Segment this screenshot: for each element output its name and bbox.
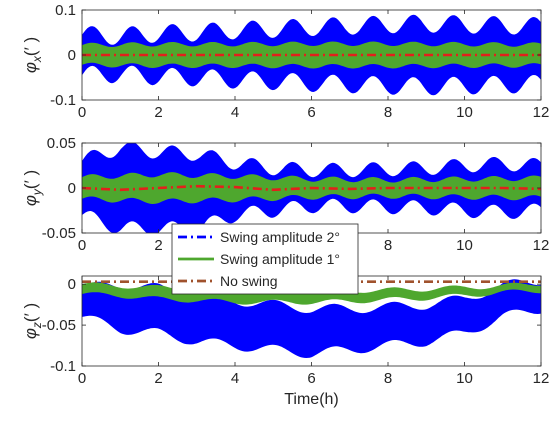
- y-label-symbol: φ: [21, 195, 40, 206]
- x-tick-label: 8: [384, 104, 392, 121]
- x-tick-label: 2: [154, 104, 162, 121]
- x-tick-label: 0: [78, 104, 86, 121]
- y-label-symbol: φ: [21, 328, 40, 339]
- x-tick-label: 12: [533, 237, 550, 254]
- x-tick-label: 12: [533, 104, 550, 121]
- x-tick-label: 0: [78, 237, 86, 254]
- legend-label-2: Swing amplitude 1°: [220, 251, 340, 267]
- y-label-subscript: z: [30, 322, 44, 329]
- y-axis-label: φy(′ ): [21, 170, 44, 206]
- y-label-subscript: x: [30, 55, 44, 63]
- x-tick-label: 8: [384, 370, 392, 387]
- legend-label-1: Swing amplitude 2°: [220, 229, 340, 245]
- y-label-unit: (′ ): [21, 37, 40, 56]
- series-3: [82, 184, 541, 192]
- x-axis-label: Time(h): [284, 391, 339, 408]
- y-label-symbol: φ: [21, 62, 40, 73]
- x-tick-label: 4: [231, 104, 239, 121]
- x-tick-label: 6: [307, 370, 315, 387]
- y-axis-label: φz(′ ): [21, 303, 44, 339]
- x-tick-label: 12: [533, 370, 550, 387]
- y-tick-label: -0.05: [42, 317, 76, 334]
- panel-3: 0 2 4 6 8 10 12 0 -0.05 -0.1 φz(′ ) Time(h): [21, 275, 550, 408]
- y-label-unit: (′ ): [21, 303, 40, 322]
- y-label-subscript: y: [30, 188, 44, 196]
- x-tick-label: 6: [307, 104, 315, 121]
- y-tick-label: 0: [68, 276, 76, 293]
- y-tick-label: -0.1: [50, 92, 76, 109]
- y-label-unit: (′ ): [21, 170, 40, 189]
- y-tick-label: -0.05: [42, 225, 76, 242]
- x-tick-label: 10: [456, 237, 473, 254]
- x-tick-label: 8: [384, 237, 392, 254]
- y-tick-label: 0: [68, 47, 76, 64]
- panel-1: 0 2 4 6 8 10 120.10-0.1φx(′ ): [21, 2, 549, 121]
- x-tick-label: 4: [231, 370, 239, 387]
- y-tick-label: -0.1: [50, 358, 76, 375]
- x-tick-label: 2: [154, 370, 162, 387]
- plot-area: [82, 14, 541, 96]
- y-tick-label: 0.1: [55, 2, 76, 19]
- legend-label-3: No swing: [220, 273, 278, 289]
- x-tick-label: 0: [78, 370, 86, 387]
- plot-area: [82, 143, 541, 233]
- x-tick-label: 10: [456, 104, 473, 121]
- line-3: [82, 184, 541, 192]
- y-tick-label: 0: [68, 180, 76, 197]
- y-tick-label: 0.05: [47, 135, 76, 152]
- x-tick-label: 2: [154, 237, 162, 254]
- y-axis-label: φx(′ ): [21, 37, 44, 73]
- legend: Swing amplitude 2° Swing amplitude 1° No s…: [171, 223, 359, 295]
- x-tick-label: 10: [456, 370, 473, 387]
